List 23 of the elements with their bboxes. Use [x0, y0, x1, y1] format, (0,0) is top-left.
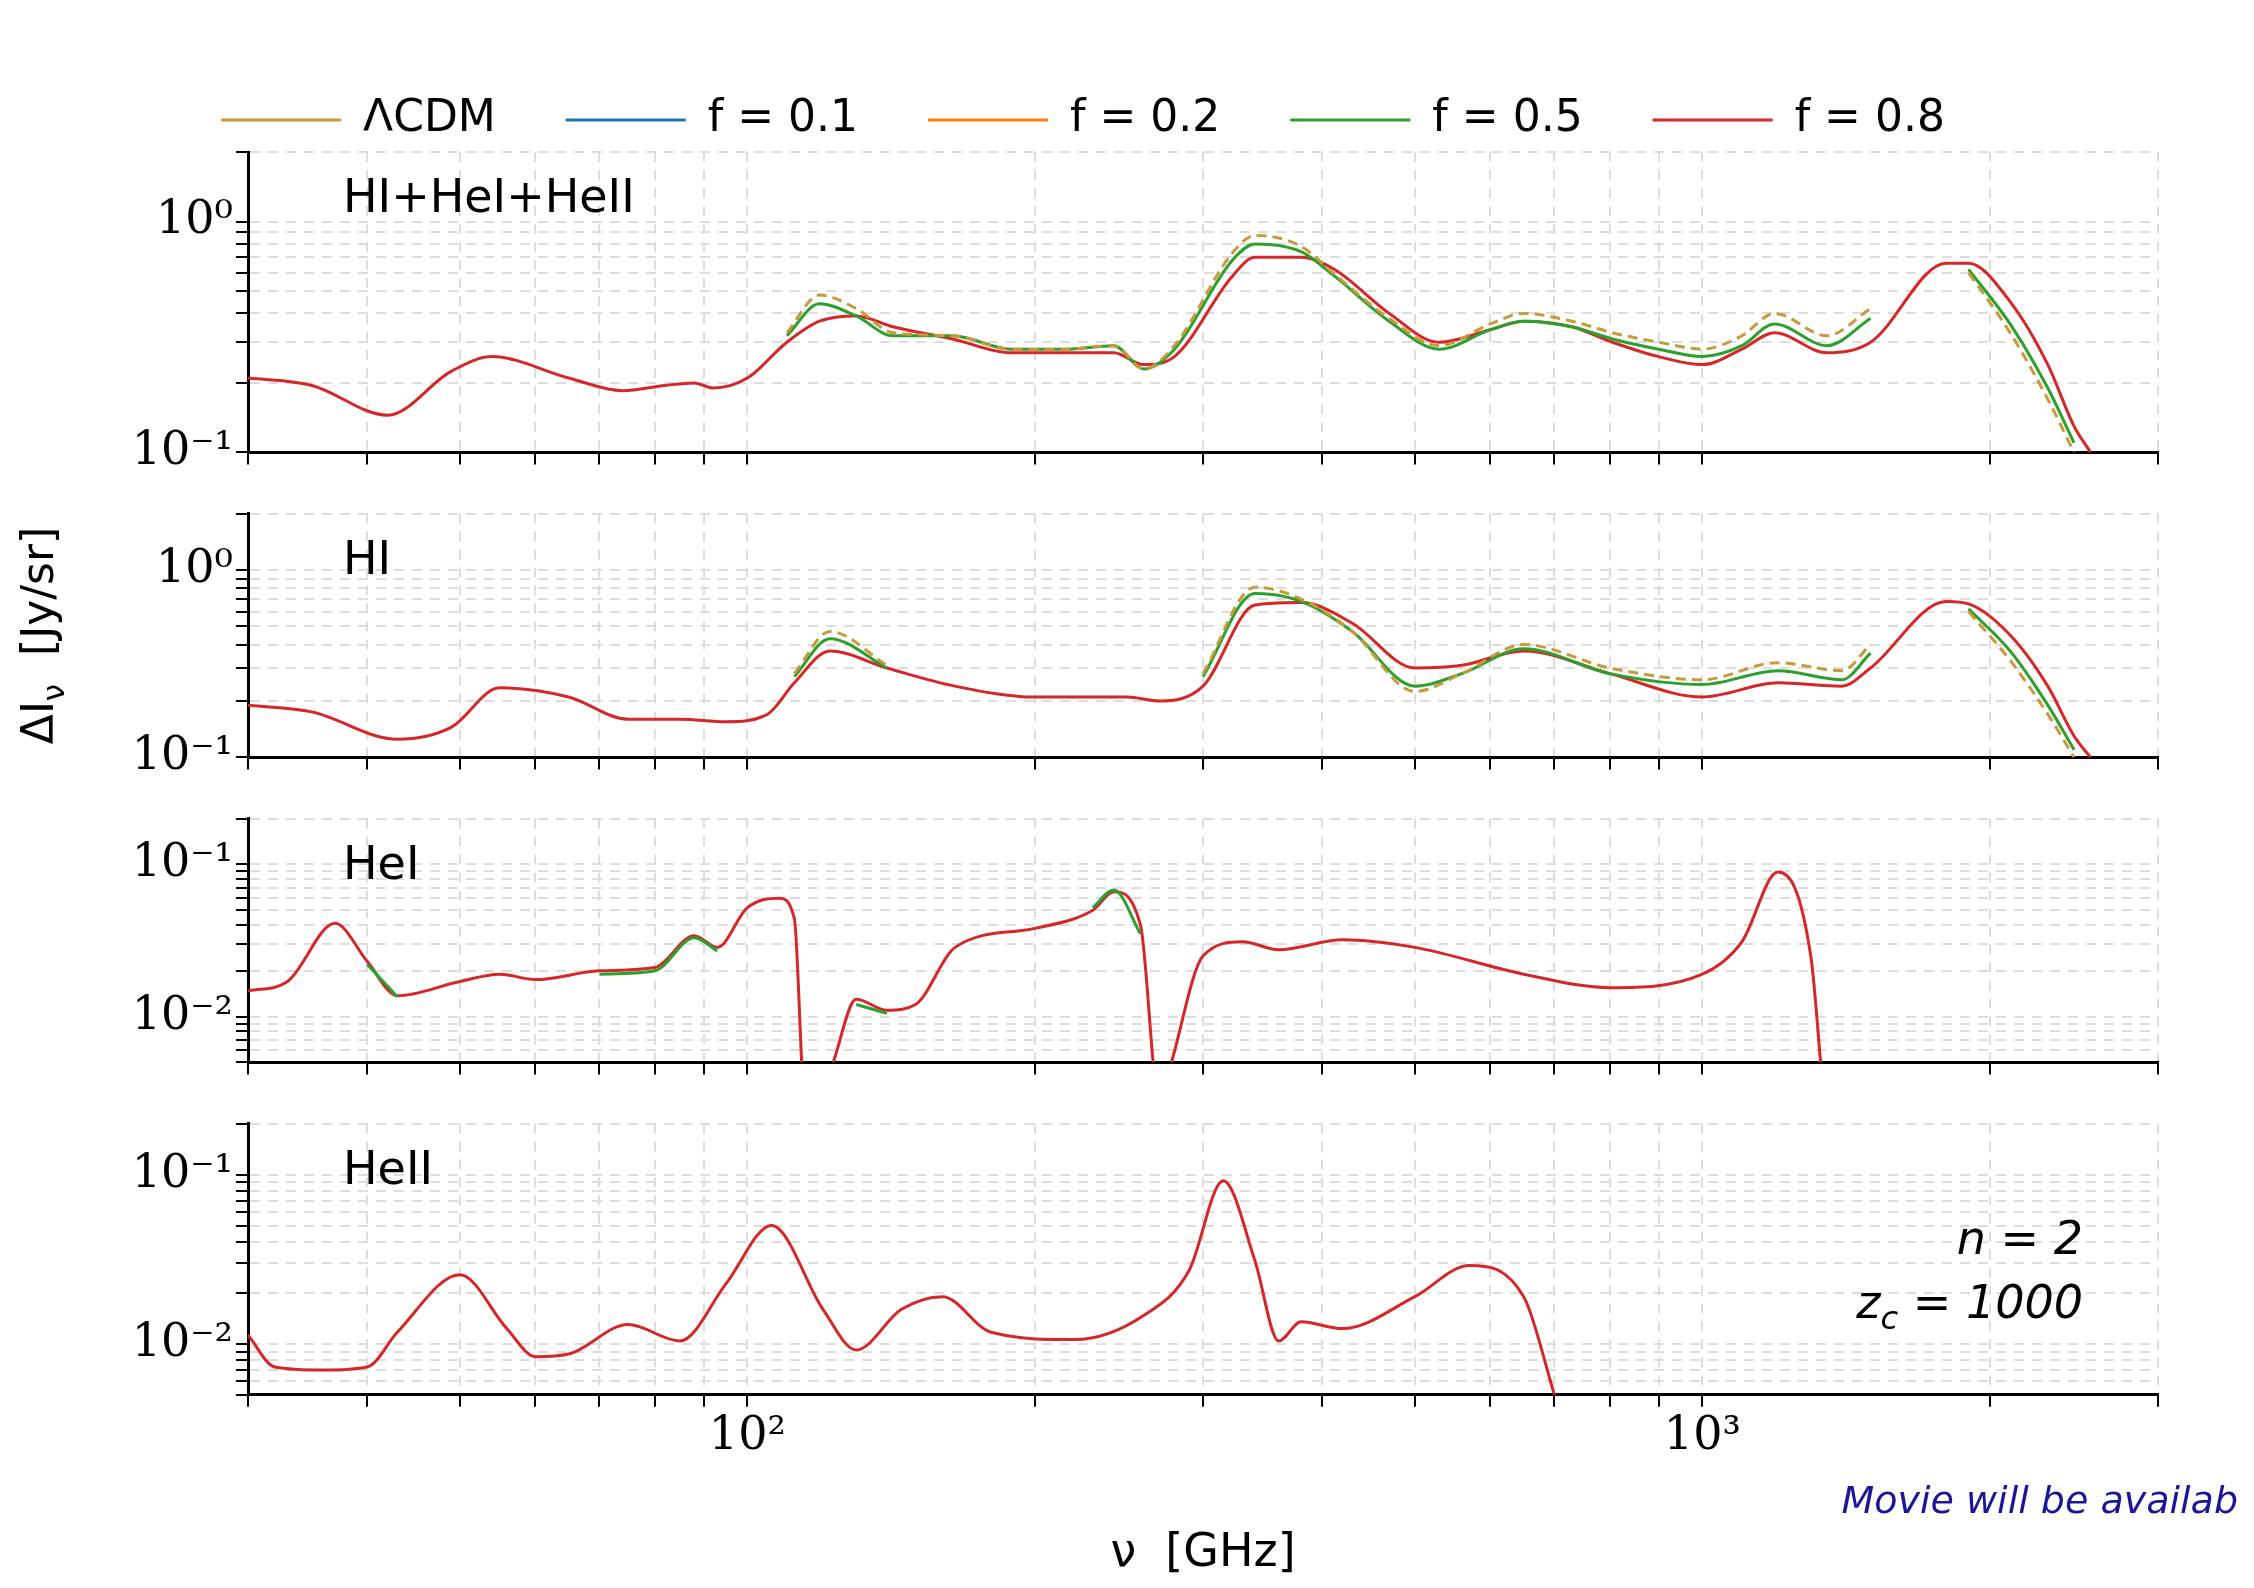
chart-title: HI [343, 530, 392, 585]
y-axis-title: ΔIν [Jy/sr] [12, 526, 71, 745]
legend-label: f = 0.5 [1432, 90, 1583, 142]
y-tick-label: 10⁻² [131, 1312, 233, 1367]
text: Movie will be availab [1841, 1477, 2239, 1522]
legend-label: f = 0.8 [1794, 90, 1945, 142]
y-tick-label: 10⁻² [131, 985, 233, 1040]
y-tick-label: 10⁰ [156, 190, 233, 245]
chart-title: HI+HeI+HeII [343, 169, 635, 223]
y-tick-label: 10⁻¹ [131, 1143, 233, 1198]
chart-title: HeI [343, 835, 420, 890]
x-tick-label: 10³ [1663, 1406, 1741, 1461]
y-tick-label: 10⁻¹ [131, 726, 233, 781]
legend-label: f = 0.2 [1070, 90, 1221, 142]
x-axis-title: ν [GHz] [1110, 1523, 1296, 1577]
legend-label: f = 0.1 [707, 90, 859, 142]
y-tick-label: 10⁻¹ [131, 833, 233, 888]
x-tick-label: 10² [708, 1406, 786, 1461]
y-tick-label: 10⁰ [156, 538, 233, 593]
legend-label: ΛCDM [363, 90, 496, 142]
annotation: n = 2 [1956, 1210, 2084, 1265]
y-tick-label: 10⁻¹ [131, 421, 233, 476]
chart-title: HeII [343, 1140, 434, 1195]
